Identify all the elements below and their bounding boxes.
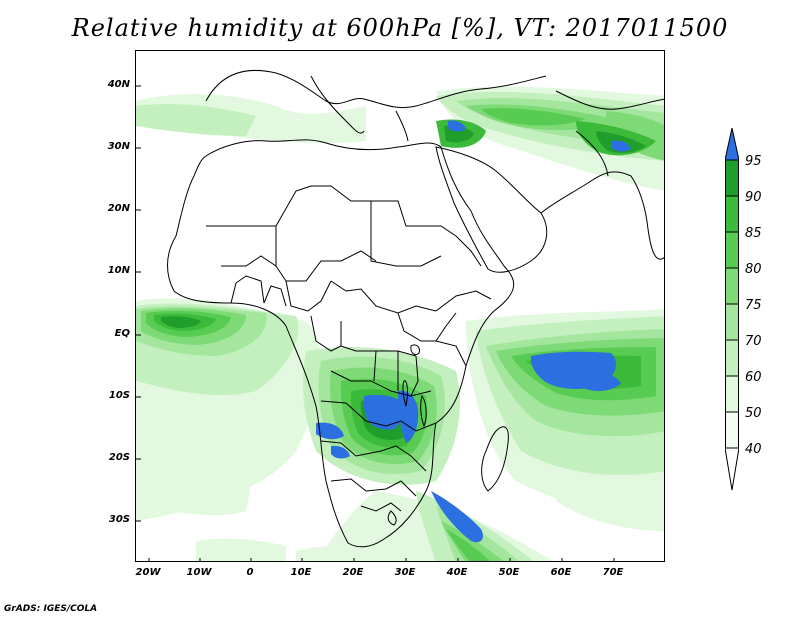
colorbar-swatch-75-80 <box>725 267 739 305</box>
map-title: Relative humidity at 600hPa [%], VT: 201… <box>71 14 729 42</box>
lat-label-40n: 40N <box>107 79 130 90</box>
colorbar-swatch-90-95 <box>725 159 739 197</box>
colorbar-label-75: 75 <box>745 298 762 313</box>
colorbar-under-triangle <box>725 447 739 491</box>
colorbar-swatch-40-50 <box>725 411 739 449</box>
lat-label-30n: 30N <box>107 141 130 152</box>
colorbar-swatch-50-60 <box>725 375 739 413</box>
country-boundaries <box>167 70 664 548</box>
colorbar-label-70: 70 <box>745 334 762 349</box>
lon-label-0: 0 <box>246 567 254 578</box>
lon-label-20e: 20E <box>342 567 364 578</box>
lon-label-70e: 70E <box>602 567 624 578</box>
grads-credit: GrADS: IGES/COLA <box>4 604 98 614</box>
lon-label-40e: 40E <box>446 567 468 578</box>
lat-label-20s: 20S <box>108 452 130 463</box>
lat-label-10n: 10N <box>107 265 130 276</box>
lon-label-10e: 10E <box>290 567 312 578</box>
colorbar-label-95: 95 <box>745 154 762 169</box>
lon-label-20w: 20W <box>135 567 161 578</box>
humidity-shading <box>136 86 664 561</box>
colorbar-swatch-85-90 <box>725 195 739 233</box>
lat-label-20n: 20N <box>107 203 130 214</box>
lat-label-30s: 30S <box>108 514 130 525</box>
lat-label-eq: EQ <box>114 328 130 339</box>
colorbar-swatch-70-75 <box>725 303 739 341</box>
frame-ticks <box>136 85 615 561</box>
humidity-map <box>136 70 664 561</box>
colorbar-label-50: 50 <box>745 406 762 421</box>
colorbar-label-80: 80 <box>745 262 762 277</box>
colorbar-swatch-80-85 <box>725 231 739 269</box>
colorbar-swatch-60-70 <box>725 339 739 377</box>
colorbar-label-90: 90 <box>745 190 762 205</box>
colorbar-over-triangle <box>725 128 739 161</box>
lat-label-10s: 10S <box>108 390 130 401</box>
lon-label-50e: 50E <box>498 567 520 578</box>
lon-label-10w: 10W <box>186 567 212 578</box>
map-plot-area <box>135 50 665 562</box>
lon-label-60e: 60E <box>550 567 572 578</box>
lon-label-30e: 30E <box>394 567 416 578</box>
colorbar <box>725 128 739 491</box>
colorbar-label-85: 85 <box>745 226 762 241</box>
colorbar-label-40: 40 <box>745 442 762 457</box>
colorbar-label-60: 60 <box>745 370 762 385</box>
